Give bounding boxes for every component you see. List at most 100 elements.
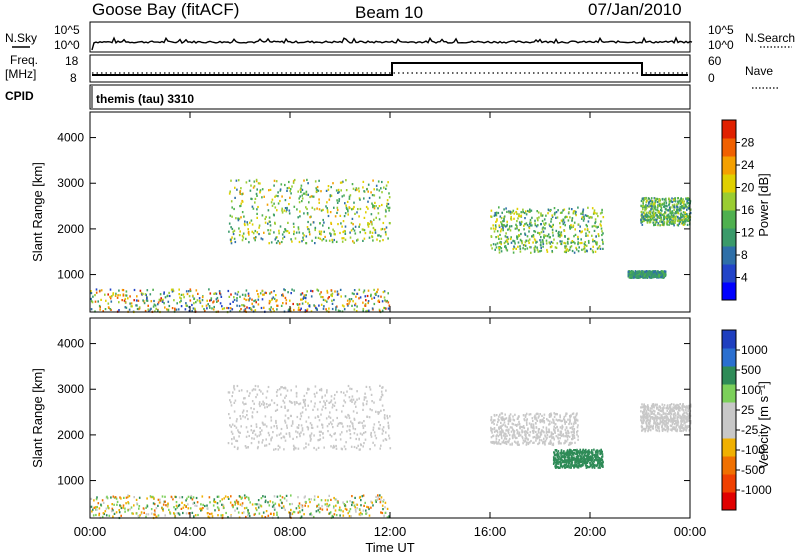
heatmap-cell [591,249,594,252]
heatmap-cell [371,307,374,310]
heatmap-cell [221,514,224,517]
heatmap-cell [679,199,681,202]
heatmap-cell [217,495,220,498]
heatmap-cell [258,233,260,236]
heatmap-cell [252,388,255,391]
heatmap-cell [570,458,572,461]
heatmap-cell [509,418,512,421]
heatmap-cell [289,188,292,191]
heatmap-cell [284,414,287,417]
heatmap-cell [641,403,643,406]
heatmap-cell [335,447,338,450]
heatmap-cell [161,300,164,303]
heatmap-cell [661,203,664,206]
heatmap-cell [672,215,674,218]
heatmap-cell [316,408,319,411]
heatmap-cell [348,416,351,420]
heatmap-cell [265,403,268,406]
heatmap-cell [660,407,662,410]
heatmap-cell [557,452,559,455]
heatmap-cell [592,457,594,460]
heatmap-cell [251,205,254,208]
heatmap-cell [512,251,515,254]
heatmap-cell [655,423,657,426]
heatmap-cell [347,384,350,388]
heatmap-cell [353,289,356,292]
heatmap-cell [567,460,570,463]
heatmap-cell [388,192,390,195]
heatmap-cell [332,426,334,429]
heatmap-cell [364,438,367,441]
heatmap-cell [234,240,237,244]
heatmap-cell [597,225,599,228]
heatmap-cell [331,299,333,302]
heatmap-cell [538,438,541,442]
heatmap-cell [531,429,534,432]
heatmap-cell [539,419,542,422]
heatmap-cell [506,240,509,243]
heatmap-cell [554,211,556,214]
heatmap-cell [162,298,164,301]
heatmap-cell [498,225,501,229]
heatmap-cell [545,239,548,242]
heatmap-cell [352,240,354,243]
heatmap-cell [343,194,345,197]
heatmap-cell [309,233,311,236]
heatmap-cell [593,458,596,461]
heatmap-cell [661,403,664,406]
heatmap-cell [499,425,502,428]
heatmap-cell [670,206,672,209]
heatmap-cell [336,211,338,214]
heatmap-cell [373,423,376,426]
heatmap-cell [360,444,362,447]
heatmap-cell [662,223,664,226]
heatmap-cell [307,416,310,419]
heatmap-cell [655,199,658,202]
heatmap-cell [248,434,250,438]
heatmap-cell [556,419,559,422]
heatmap-cell [669,218,672,221]
heatmap-cell [579,242,581,245]
heatmap-cell [129,295,131,298]
heatmap-cell [602,232,604,235]
heatmap-cell [501,416,504,419]
heatmap-cell [262,422,264,425]
heatmap-cell [582,448,585,451]
heatmap-cell [260,505,263,508]
heatmap-cell [140,512,143,515]
heatmap-cell [498,415,500,418]
heatmap-cell [248,241,250,244]
heatmap-cell [684,425,687,428]
heatmap-cell [318,198,320,201]
heatmap-cell [598,457,601,460]
heatmap-cell [640,410,642,413]
heatmap-cell [204,309,206,312]
heatmap-cell [571,460,573,463]
heatmap-cell [573,422,575,425]
heatmap-cell [569,464,571,467]
heatmap-cell [319,222,321,225]
heatmap-cell [588,466,591,469]
heatmap-cell [362,445,364,448]
heatmap-cell [580,464,583,467]
heatmap-cell [352,227,354,230]
heatmap-cell [516,236,518,239]
heatmap-cell [565,454,568,457]
heatmap-cell [498,241,501,244]
heatmap-cell [660,209,662,212]
heatmap-cell [537,211,540,214]
heatmap-cell [288,209,291,212]
heatmap-cell [322,296,324,299]
heatmap-cell [330,233,332,236]
heatmap-cell [490,426,492,429]
heatmap-cell [296,208,298,211]
heatmap-cell [661,428,664,431]
heatmap-cell [685,408,687,411]
heatmap-cell [312,408,314,411]
heatmap-cell [307,443,310,446]
heatmap-cell [493,440,495,444]
power-colorbar-segment [722,246,736,265]
heatmap-cell [245,298,247,302]
heatmap-cell [678,207,680,210]
heatmap-cell [602,247,604,250]
